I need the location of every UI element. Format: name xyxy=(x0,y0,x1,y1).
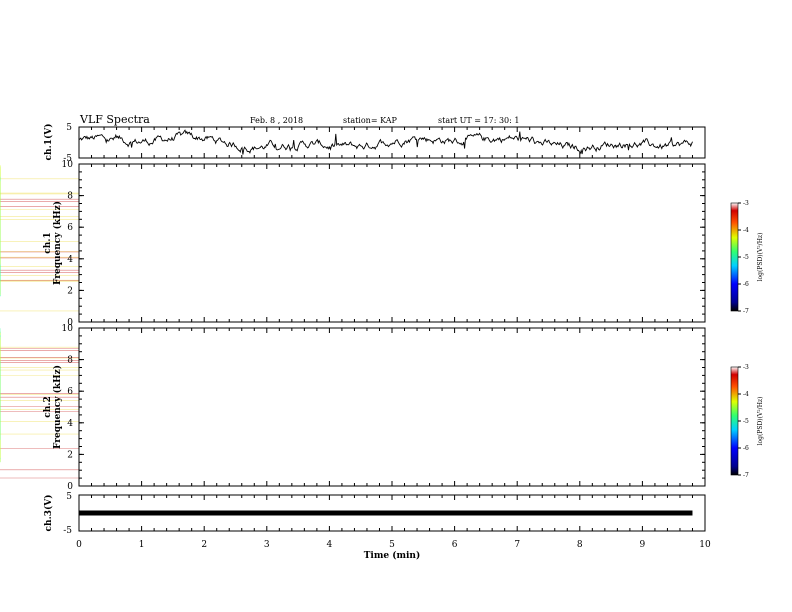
x-tick-label: 5 xyxy=(389,540,395,550)
colorbar-tick-label: -4 xyxy=(743,391,749,398)
figure-title: VLF Spectra xyxy=(79,113,150,126)
x-tick-label: 9 xyxy=(640,540,646,550)
ch2-spectrogram-panel: 0 2 4 6 8 10 ch.2 Frequency (kHz) xyxy=(0,324,706,492)
ch1-spectrogram-panel: 0 2 4 6 8 10 ch.1 Frequency (kHz) xyxy=(0,160,706,328)
x-tick-label: 0 xyxy=(76,540,82,550)
y-tick-label: 4 xyxy=(67,255,73,265)
y-tick-label: 0 xyxy=(67,482,73,492)
ch2-spectrogram-image xyxy=(0,328,79,479)
ch1-colorbar-ticks: -3 -4 -5 -6 -7 xyxy=(738,200,749,315)
colorbar-tick-label: -5 xyxy=(743,254,749,261)
ch1-spectrogram-frame xyxy=(78,163,706,323)
ch3-waveform-ylabel: ch.3(V) xyxy=(43,495,54,532)
ch1-spectrogram-image xyxy=(0,165,79,312)
ch1-waveform-ylabel: ch.1(V) xyxy=(43,124,54,161)
ch2-spectrogram-ylabel: ch.2 xyxy=(43,396,53,417)
x-tick-label: 8 xyxy=(577,540,583,550)
x-axis-label: Time (min) xyxy=(364,550,421,561)
ch2-spectrogram-yticks: 0 2 4 6 8 10 xyxy=(62,324,705,492)
ch2-spectrogram-frame xyxy=(78,327,706,487)
ch1-waveform-line xyxy=(78,129,693,155)
ch3-waveform-ticks xyxy=(78,495,706,531)
ch1-spectrogram-ylabel: ch.1 xyxy=(43,232,53,253)
x-tick-label: 1 xyxy=(139,540,145,550)
ch1-frequency-ylabel: Frequency (kHz) xyxy=(52,201,63,285)
y-tick-label: 2 xyxy=(67,450,73,460)
x-tick-label: 3 xyxy=(264,540,270,550)
y-tick-label: 8 xyxy=(67,192,73,202)
date-label: Feb. 8 , 2018 xyxy=(250,116,303,125)
x-tick-label: 4 xyxy=(327,540,333,550)
ch3-waveform-panel: 5 -5 ch.3(V) xyxy=(43,492,706,536)
colorbar-tick-label: -7 xyxy=(743,308,749,315)
colorbar-tick-label: -7 xyxy=(743,472,749,479)
colorbar-tick-label: -6 xyxy=(743,445,749,452)
y-tick-label: 6 xyxy=(67,223,73,233)
ch3-ytick-top: 5 xyxy=(66,492,72,502)
ch2-frequency-ylabel: Frequency (kHz) xyxy=(52,365,63,449)
y-tick-label: 10 xyxy=(62,160,74,170)
ch1-colorbar-label: log(PSD)(V²/Hz) xyxy=(757,233,764,282)
x-tick-label: 6 xyxy=(452,540,458,550)
station-label: station= KAP xyxy=(343,116,398,125)
y-tick-label: 0 xyxy=(67,318,73,328)
ch1-spectrogram-yticks: 0 2 4 6 8 10 xyxy=(62,160,705,328)
ch1-waveform-panel: 5 -5 ch.1(V) xyxy=(43,123,706,164)
x-tick-label: 10 xyxy=(699,540,711,550)
colorbar-tick-label: -5 xyxy=(743,418,749,425)
x-tick-label: 7 xyxy=(514,540,520,550)
y-tick-label: 8 xyxy=(67,356,73,366)
colorbar-tick-label: -4 xyxy=(743,227,749,234)
colorbar-tick-label: -3 xyxy=(743,200,749,207)
ch2-colorbar-scale xyxy=(730,366,739,476)
y-tick-label: 10 xyxy=(62,324,74,334)
ch2-colorbar: -3 -4 -5 -6 -7 log(PSD)(V²/Hz) xyxy=(730,364,764,479)
ch1-ytick-top: 5 xyxy=(66,123,72,133)
x-tick-label: 2 xyxy=(201,540,207,550)
colorbar-tick-label: -3 xyxy=(743,364,749,371)
y-tick-label: 2 xyxy=(67,286,73,296)
colorbar-tick-label: -6 xyxy=(743,281,749,288)
ch3-ytick-bottom: -5 xyxy=(63,526,72,536)
ch1-waveform-ticks xyxy=(78,127,706,158)
x-axis-tick-labels: 0 1 2 3 4 5 6 7 8 9 10 xyxy=(76,540,711,550)
ch2-spectrogram-ticks xyxy=(78,328,706,486)
ch1-ytick-bottom: -5 xyxy=(63,154,72,164)
ch1-spectrogram-ticks xyxy=(78,164,706,322)
y-tick-label: 6 xyxy=(67,387,73,397)
start-time-label: start UT = 17: 30: 1 xyxy=(438,116,519,125)
y-tick-label: 4 xyxy=(67,419,73,429)
ch2-colorbar-label: log(PSD)(V²/Hz) xyxy=(757,397,764,446)
ch1-colorbar-scale xyxy=(730,202,739,312)
ch2-colorbar-ticks: -3 -4 -5 -6 -7 xyxy=(738,364,749,479)
ch1-colorbar: -3 -4 -5 -6 -7 log(PSD)(V²/Hz) xyxy=(730,200,764,315)
